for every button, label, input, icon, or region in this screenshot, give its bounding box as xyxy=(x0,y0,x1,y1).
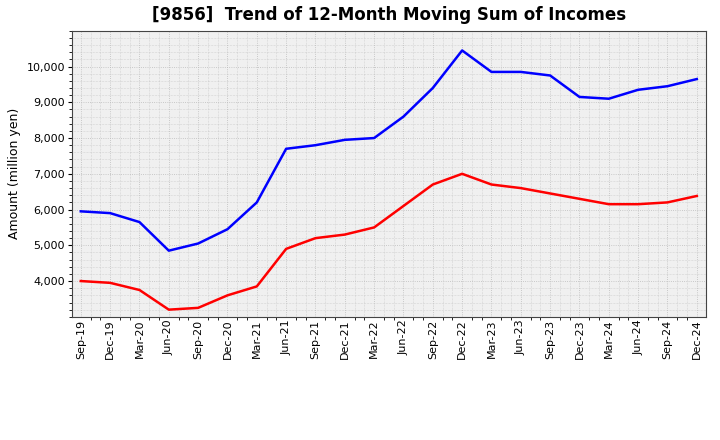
Ordinary Income xyxy=(575,94,584,99)
Ordinary Income xyxy=(458,48,467,53)
Ordinary Income xyxy=(663,84,672,89)
Net Income xyxy=(575,196,584,202)
Ordinary Income xyxy=(194,241,202,246)
Net Income xyxy=(634,202,642,207)
Net Income xyxy=(516,185,525,191)
Ordinary Income xyxy=(487,69,496,74)
Title: [9856]  Trend of 12-Month Moving Sum of Incomes: [9856] Trend of 12-Month Moving Sum of I… xyxy=(152,6,626,24)
Legend: Ordinary Income, Net Income: Ordinary Income, Net Income xyxy=(242,436,536,440)
Ordinary Income xyxy=(693,77,701,82)
Ordinary Income xyxy=(223,227,232,232)
Net Income xyxy=(106,280,114,286)
Net Income xyxy=(487,182,496,187)
Net Income xyxy=(253,284,261,289)
Ordinary Income xyxy=(546,73,554,78)
Line: Ordinary Income: Ordinary Income xyxy=(81,51,697,251)
Net Income xyxy=(135,287,144,293)
Ordinary Income xyxy=(311,143,320,148)
Net Income xyxy=(164,307,173,312)
Ordinary Income xyxy=(253,200,261,205)
Net Income xyxy=(663,200,672,205)
Net Income xyxy=(399,203,408,209)
Ordinary Income xyxy=(399,114,408,119)
Ordinary Income xyxy=(164,248,173,253)
Net Income xyxy=(458,171,467,176)
Net Income xyxy=(693,193,701,198)
Net Income xyxy=(282,246,290,252)
Ordinary Income xyxy=(516,69,525,74)
Net Income xyxy=(194,305,202,311)
Line: Net Income: Net Income xyxy=(81,174,697,310)
Net Income xyxy=(341,232,349,237)
Ordinary Income xyxy=(135,220,144,225)
Ordinary Income xyxy=(282,146,290,151)
Net Income xyxy=(605,202,613,207)
Ordinary Income xyxy=(76,209,85,214)
Ordinary Income xyxy=(428,85,437,91)
Ordinary Income xyxy=(634,87,642,92)
Net Income xyxy=(370,225,379,230)
Y-axis label: Amount (million yen): Amount (million yen) xyxy=(8,108,21,239)
Ordinary Income xyxy=(106,210,114,216)
Ordinary Income xyxy=(341,137,349,143)
Ordinary Income xyxy=(605,96,613,101)
Ordinary Income xyxy=(370,136,379,141)
Net Income xyxy=(311,235,320,241)
Net Income xyxy=(223,293,232,298)
Net Income xyxy=(546,191,554,196)
Net Income xyxy=(76,279,85,284)
Net Income xyxy=(428,182,437,187)
